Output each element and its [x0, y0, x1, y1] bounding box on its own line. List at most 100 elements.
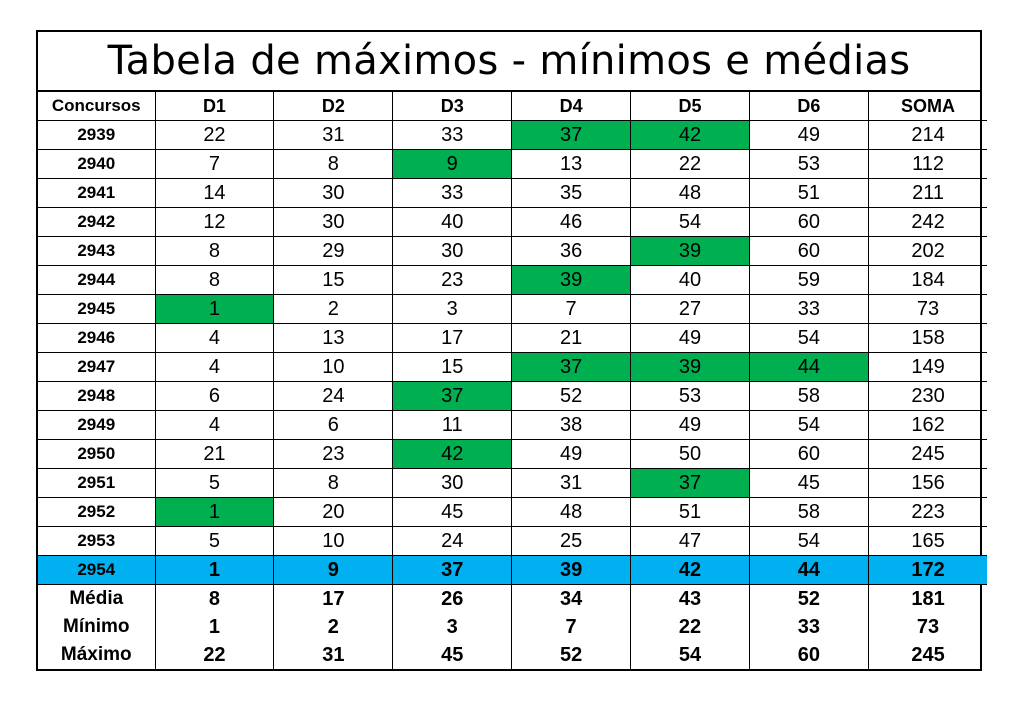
concurso-cell: 2939 — [38, 120, 156, 150]
stat-value-cell: 245 — [867, 641, 988, 669]
value-cell: 1 — [154, 555, 275, 585]
concurso-cell: 2953 — [38, 526, 156, 556]
value-cell: 33 — [748, 294, 869, 324]
media-row: Média 8 17 26 34 43 52 181 — [38, 584, 988, 613]
stat-label: Média — [38, 584, 156, 613]
value-cell: 47 — [630, 526, 750, 556]
table-row: 2945 1 2 3 7 27 33 73 — [38, 294, 988, 324]
value-cell: 40 — [630, 265, 750, 295]
concurso-cell: 2948 — [38, 381, 156, 411]
value-cell: 13 — [273, 323, 394, 353]
value-cell: 15 — [392, 352, 513, 382]
maximo-row: Máximo 22 31 45 52 54 60 245 — [38, 641, 988, 669]
value-cell: 158 — [867, 323, 988, 353]
stat-label: Máximo — [38, 641, 156, 669]
stat-value-cell: 33 — [748, 613, 869, 641]
value-cell: 30 — [273, 178, 394, 208]
concurso-cell: 2944 — [38, 265, 156, 295]
table-row: 2947 4 10 15 37 39 44 149 — [38, 352, 988, 382]
value-cell: 14 — [154, 178, 275, 208]
concurso-cell: 2940 — [38, 149, 156, 179]
value-cell: 44 — [748, 555, 869, 585]
value-cell: 54 — [748, 410, 869, 440]
value-cell: 30 — [273, 207, 394, 237]
value-cell: 4 — [154, 323, 275, 353]
value-cell: 5 — [154, 468, 275, 498]
value-cell: 112 — [867, 149, 988, 179]
value-cell: 21 — [154, 439, 275, 469]
value-cell: 60 — [748, 236, 869, 266]
value-cell: 58 — [748, 497, 869, 527]
value-cell: 172 — [867, 555, 988, 585]
value-cell: 22 — [630, 149, 750, 179]
value-cell: 242 — [867, 207, 988, 237]
header-d5: D5 — [630, 92, 750, 121]
value-cell: 2 — [273, 294, 394, 324]
value-cell: 42 — [630, 555, 750, 585]
highlighted-value-cell: 39 — [630, 236, 750, 266]
value-cell: 45 — [392, 497, 513, 527]
value-cell: 6 — [154, 381, 275, 411]
value-cell: 30 — [392, 468, 513, 498]
header-d1: D1 — [154, 92, 275, 121]
concurso-cell: 2941 — [38, 178, 156, 208]
concurso-cell: 2946 — [38, 323, 156, 353]
value-cell: 184 — [867, 265, 988, 295]
value-cell: 27 — [630, 294, 750, 324]
value-cell: 211 — [867, 178, 988, 208]
value-cell: 50 — [630, 439, 750, 469]
value-cell: 29 — [273, 236, 394, 266]
value-cell: 39 — [511, 555, 632, 585]
stat-value-cell: 181 — [867, 584, 988, 613]
value-cell: 25 — [511, 526, 632, 556]
table-title: Tabela de máximos - mínimos e médias — [38, 32, 980, 92]
current-contest-row: 2954 1 9 37 39 42 44 172 — [38, 555, 988, 585]
value-cell: 36 — [511, 236, 632, 266]
highlighted-value-cell: 1 — [154, 294, 275, 324]
value-cell: 60 — [748, 439, 869, 469]
value-cell: 54 — [748, 526, 869, 556]
value-cell: 31 — [273, 120, 394, 150]
value-cell: 10 — [273, 352, 394, 382]
stat-value-cell: 22 — [630, 613, 750, 641]
concurso-cell: 2942 — [38, 207, 156, 237]
value-cell: 49 — [630, 410, 750, 440]
header-row: Concursos D1 D2 D3 D4 D5 D6 SOMA — [38, 92, 988, 121]
value-cell: 7 — [511, 294, 632, 324]
stat-value-cell: 22 — [154, 641, 275, 669]
highlighted-value-cell: 9 — [392, 149, 513, 179]
value-cell: 156 — [867, 468, 988, 498]
value-cell: 40 — [392, 207, 513, 237]
results-table: Concursos D1 D2 D3 D4 D5 D6 SOMA 2939 22 3… — [38, 92, 988, 669]
value-cell: 24 — [273, 381, 394, 411]
table-body: 2939 22 31 33 37 42 49 214 2940 7 8 9 13 22 53 112 2941 1… — [38, 120, 988, 669]
table-row: 2953 5 10 24 25 47 54 165 — [38, 526, 988, 556]
stat-value-cell: 52 — [511, 641, 632, 669]
value-cell: 22 — [154, 120, 275, 150]
stat-value-cell: 7 — [511, 613, 632, 641]
value-cell: 58 — [748, 381, 869, 411]
value-cell: 49 — [511, 439, 632, 469]
results-table-frame: Tabela de máximos - mínimos e médias Con… — [36, 30, 988, 671]
header-d2: D2 — [273, 92, 394, 121]
highlighted-value-cell: 37 — [392, 381, 513, 411]
table-row: 2942 12 30 40 46 54 60 242 — [38, 207, 988, 237]
highlighted-value-cell: 39 — [511, 265, 632, 295]
value-cell: 10 — [273, 526, 394, 556]
highlighted-value-cell: 42 — [392, 439, 513, 469]
stat-value-cell: 3 — [392, 613, 513, 641]
concurso-cell: 2954 — [38, 555, 156, 585]
value-cell: 23 — [273, 439, 394, 469]
value-cell: 30 — [392, 236, 513, 266]
value-cell: 4 — [154, 410, 275, 440]
concurso-cell: 2945 — [38, 294, 156, 324]
table-row: 2944 8 15 23 39 40 59 184 — [38, 265, 988, 295]
header-d6: D6 — [748, 92, 869, 121]
value-cell: 53 — [748, 149, 869, 179]
value-cell: 8 — [154, 265, 275, 295]
table-row: 2949 4 6 11 38 49 54 162 — [38, 410, 988, 440]
value-cell: 149 — [867, 352, 988, 382]
value-cell: 214 — [867, 120, 988, 150]
header-d4: D4 — [511, 92, 632, 121]
value-cell: 8 — [273, 468, 394, 498]
